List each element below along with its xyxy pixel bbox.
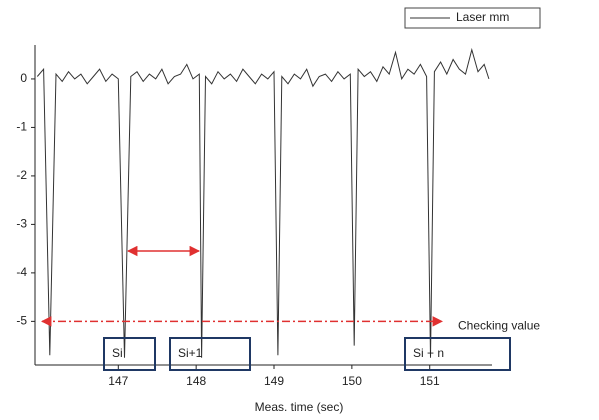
legend	[404, 7, 541, 29]
y-tick-label: -1	[16, 120, 27, 134]
y-tick-label: -2	[16, 168, 27, 182]
y-tick-label: -5	[16, 314, 27, 328]
data-line	[36, 47, 490, 358]
annotation-box	[103, 337, 156, 371]
x-axis-label: Meas. time (sec)	[255, 400, 344, 414]
annotation-label: Si	[112, 346, 123, 360]
annotation-label: Si+1	[178, 346, 203, 360]
annotation-box	[169, 337, 251, 371]
legend-label: Laser mm	[456, 10, 509, 24]
y-tick-label: 0	[20, 71, 27, 85]
threshold-label: Checking value	[458, 319, 540, 333]
x-tick-label: 151	[420, 374, 440, 388]
x-tick-label: 149	[264, 374, 284, 388]
annotation-box	[404, 337, 511, 371]
y-tick-label: -3	[16, 217, 27, 231]
x-tick-label: 147	[108, 374, 128, 388]
x-tick-label: 150	[342, 374, 362, 388]
y-tick-label: -4	[16, 265, 27, 279]
annotation-label: Si + n	[413, 346, 444, 360]
x-tick-label: 148	[186, 374, 206, 388]
